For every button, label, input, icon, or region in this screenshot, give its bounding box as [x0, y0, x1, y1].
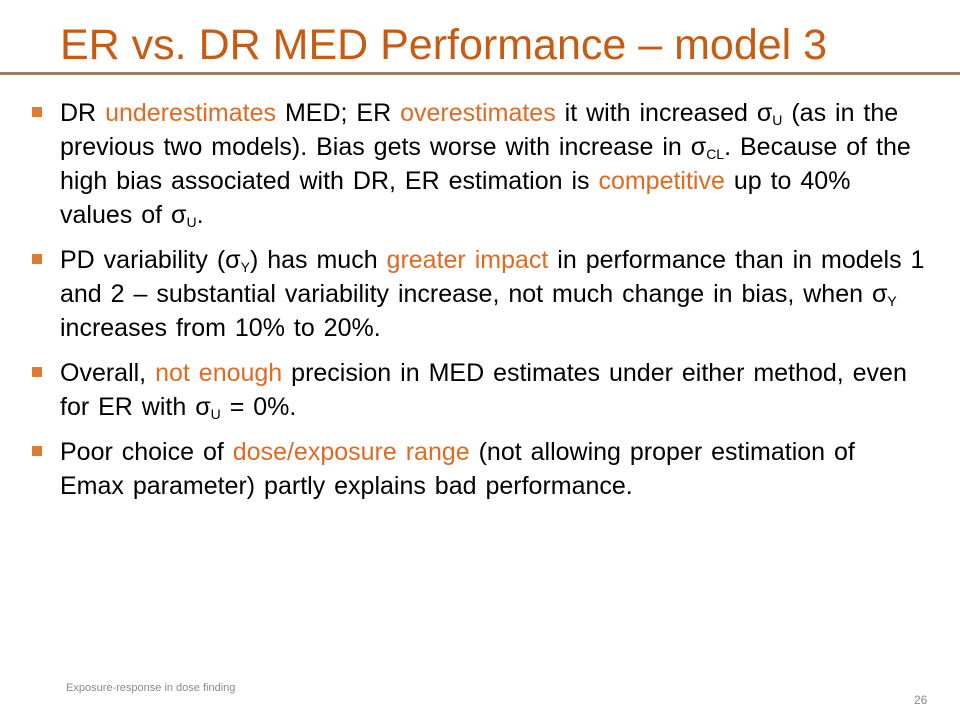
subscript: CL: [706, 146, 725, 162]
bullet-list: DR underestimates MED; ER overestimates …: [26, 96, 926, 514]
bullet-text: Poor choice of: [60, 438, 233, 466]
highlight-text: dose/exposure range: [232, 438, 470, 466]
square-bullet-icon: [32, 446, 42, 456]
subscript: U: [772, 112, 783, 128]
highlight-text: greater impact: [386, 246, 549, 274]
subscript: U: [210, 406, 221, 422]
bullet-item-2: PD variability (σY) has much greater imp…: [26, 243, 926, 345]
square-bullet-icon: [32, 367, 42, 377]
square-bullet-icon: [32, 107, 42, 117]
sigma-symbol: σ: [871, 280, 888, 308]
bullet-item-4: Poor choice of dose/exposure range (not …: [26, 435, 926, 503]
square-bullet-icon: [32, 254, 42, 264]
subscript: U: [186, 214, 197, 230]
page-number: 26: [914, 693, 928, 707]
highlight-text: underestimates: [105, 99, 276, 127]
bullet-text: = 0%.: [220, 393, 297, 421]
bullet-text: increases from 10% to 20%.: [60, 314, 381, 342]
subscript: Y: [887, 293, 897, 309]
footer-text: Exposure-response in dose finding: [66, 682, 236, 694]
bullet-text: DR: [60, 99, 106, 127]
bullet-text: (as in the previous two models). Bias ge…: [60, 99, 899, 161]
bullet-text: precision in MED estimates under either …: [60, 359, 907, 421]
title-divider: [0, 72, 960, 75]
bullet-text: it with increased σ: [555, 99, 773, 127]
bullet-item-3: Overall, not enough precision in MED est…: [26, 356, 926, 424]
highlight-text: competitive: [598, 167, 725, 195]
bullet-item-1: DR underestimates MED; ER overestimates …: [26, 96, 926, 232]
bullet-text: MED; ER: [276, 99, 401, 127]
highlight-text: overestimates: [400, 99, 556, 127]
subscript: Y: [240, 259, 250, 275]
bullet-text: ) has much: [249, 246, 387, 274]
bullet-text: . Because of the high bias associated wi…: [60, 133, 911, 195]
bullet-text: .: [196, 201, 204, 229]
bullet-text: PD variability (: [60, 246, 226, 274]
bullet-text: up to 40% values of σ: [60, 167, 851, 229]
bullet-text: Overall,: [60, 359, 156, 387]
bullet-text: (not allowing proper estimation of Emax …: [60, 438, 855, 500]
bullet-text: in performance than in models 1 and 2 – …: [60, 246, 925, 308]
sigma-symbol: σ: [225, 246, 241, 274]
highlight-text: not enough: [155, 359, 283, 387]
slide-title: ER vs. DR MED Performance – model 3: [60, 21, 828, 69]
